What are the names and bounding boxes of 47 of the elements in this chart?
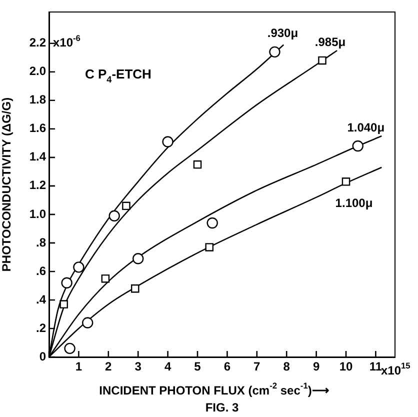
point (64, 342, 76, 354)
point (352, 140, 364, 152)
y-tick-label: 1.6 (29, 121, 46, 136)
series-label: .930μ (267, 26, 298, 40)
point (101, 274, 110, 283)
point (318, 56, 326, 65)
point (205, 243, 214, 252)
point (60, 300, 68, 308)
point (269, 46, 280, 58)
point (132, 253, 144, 264)
y-tick-label: 0 (39, 349, 46, 364)
y-tick-label: 1.8 (29, 92, 46, 107)
point (130, 284, 140, 293)
x-tick-label: 4 (164, 360, 172, 374)
point (342, 178, 350, 186)
y-tick-label: 2.0 (29, 64, 46, 78)
x-tick-label: 11 (369, 360, 382, 374)
x-tick-label: 5 (194, 360, 202, 374)
point (108, 210, 120, 222)
point (73, 262, 84, 273)
x-tick-label: 9 (312, 360, 320, 374)
y-tick-label: .2 (36, 320, 46, 335)
point (162, 136, 174, 148)
y-tick-label: .6 (36, 264, 46, 278)
series-label: 1.040μ (347, 120, 385, 134)
y-tick-label: 1.2 (29, 178, 46, 192)
y-axis-title: PHOTOCONDUCTIVITY (ΔG/G) (0, 97, 14, 272)
y-tick-label: .4 (36, 292, 46, 306)
y-tick-label: .8 (36, 235, 46, 250)
point (61, 277, 72, 288)
x-tick-label: 6 (224, 360, 231, 374)
x-tick-label: 10 (339, 360, 353, 374)
point (122, 202, 130, 210)
point (206, 217, 218, 229)
point (82, 317, 94, 328)
caption: FIG. 3 (205, 400, 239, 414)
x-tick-label: 8 (283, 360, 290, 374)
x-tick-label: 3 (134, 360, 142, 374)
y-tick-label: 1.0 (29, 206, 46, 221)
point (193, 160, 202, 169)
x-tick-label: 2 (105, 360, 112, 374)
x-tick-label: 7 (254, 360, 261, 374)
y-tick-label: 1.4 (29, 150, 46, 164)
series-label: 1.100μ (335, 196, 373, 210)
series-label: .985μ (314, 34, 346, 49)
x-tick-label: 1 (75, 360, 82, 374)
y-tick-label: 2.2 (29, 36, 46, 50)
